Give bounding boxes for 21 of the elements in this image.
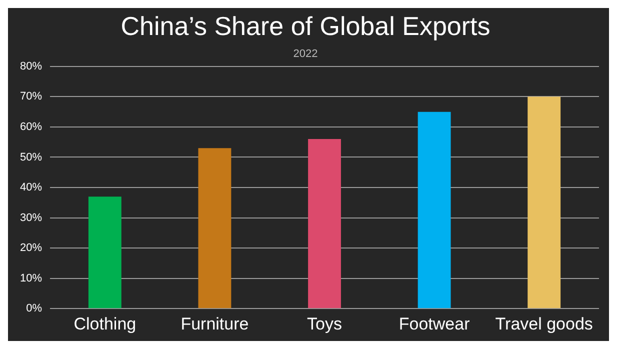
y-tick-label: 50% [20,151,42,164]
y-tick-label: 80% [20,60,42,72]
y-tick-label: 30% [20,212,42,224]
bar [88,196,122,308]
chart-title: China’s Share of Global Exports [120,10,490,41]
bar [308,139,341,308]
chart-subtitle: 2022 [293,48,318,60]
x-tick-label: Furniture [180,314,249,334]
bar [418,112,451,308]
y-tick-label: 20% [20,242,42,254]
x-tick-label: Clothing [74,314,136,334]
x-tick-label: Toys [307,314,342,334]
y-tick-label: 0% [26,302,42,315]
x-tick-label: Footwear [398,314,470,334]
bar [528,96,561,308]
y-tick-label: 10% [20,272,42,284]
bar [198,148,232,308]
y-tick-label: 60% [20,120,42,133]
y-tick-label: 40% [20,182,42,194]
x-tick-label: Travel goods [495,314,593,334]
y-tick-label: 70% [20,90,42,103]
